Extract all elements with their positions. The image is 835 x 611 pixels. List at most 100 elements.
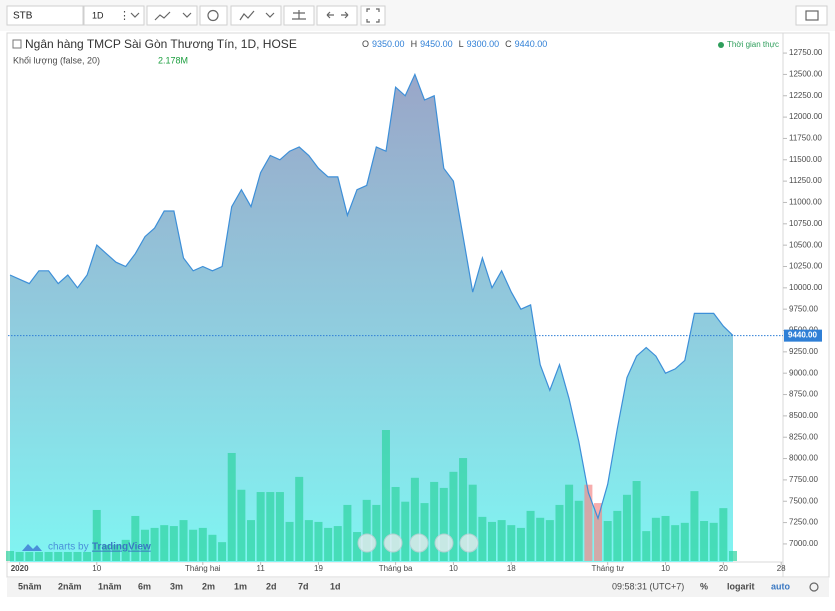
y-tick-label: 8500.00 — [789, 411, 818, 420]
volume-bar — [642, 531, 651, 561]
volume-bar — [6, 550, 14, 561]
y-tick-label: 11250.00 — [789, 176, 822, 185]
watermark-brand[interactable]: TradingView — [92, 542, 151, 553]
volume-bar — [73, 551, 82, 561]
nav-right[interactable] — [459, 533, 479, 553]
log-toggle[interactable]: logarit — [727, 581, 755, 591]
ohlc-key: O — [362, 39, 369, 49]
undo-redo[interactable] — [316, 5, 358, 26]
volume-bar — [622, 494, 631, 561]
y-tick-label: 11000.00 — [789, 198, 822, 207]
range-button[interactable]: 1năm — [98, 581, 122, 591]
y-tick-label: 12250.00 — [789, 91, 823, 100]
status-dot — [718, 42, 724, 48]
y-tick-label: 7500.00 — [789, 496, 818, 505]
price-line — [9, 72, 734, 521]
volume-bar — [304, 520, 313, 561]
ohlc: O 9350.00 H 9450.00 L 9300.00 C 9440.00 — [362, 39, 547, 49]
nav-zoom-in[interactable] — [434, 533, 454, 553]
range-button[interactable]: 7d — [298, 581, 309, 591]
range-button[interactable]: 6m — [138, 581, 151, 591]
line-icon — [154, 11, 171, 21]
ohlc-value: 9350.00 — [372, 39, 405, 49]
nav-reset[interactable] — [409, 533, 429, 553]
range-button[interactable]: 5năm — [18, 581, 42, 591]
volume-bar — [15, 551, 24, 561]
volume-bar — [478, 516, 487, 561]
snapshot-button[interactable] — [795, 5, 828, 26]
volume-bar — [112, 544, 121, 561]
y-tick-label: 11750.00 — [789, 134, 822, 143]
last-price-box — [784, 329, 822, 342]
auto-toggle[interactable]: auto — [771, 581, 791, 591]
volume-bar — [613, 510, 622, 561]
volume-bar — [256, 492, 265, 561]
y-tick-label: 9000.00 — [789, 368, 818, 377]
volume-bar — [449, 471, 458, 561]
volume-bar — [285, 521, 294, 561]
volume-bar — [526, 510, 535, 561]
range-button[interactable]: 2d — [266, 581, 277, 591]
volume-bar — [555, 504, 564, 561]
y-tick-label: 8750.00 — [789, 390, 818, 399]
volume-bar — [729, 550, 737, 561]
volume-bar — [497, 520, 506, 561]
volume-bar — [565, 484, 574, 561]
volume-bar — [25, 551, 34, 561]
volume-bar — [632, 481, 641, 561]
dropdown-icon[interactable] — [130, 12, 140, 18]
volume-bar — [189, 529, 198, 561]
interval-box[interactable] — [83, 5, 145, 26]
footer-settings[interactable] — [809, 582, 819, 592]
x-tick-label: 11 — [256, 564, 265, 573]
ohlc-key: H — [411, 39, 418, 49]
nav-zoom-out[interactable] — [383, 533, 403, 553]
volume-bar — [709, 522, 718, 561]
y-tick-label: 9750.00 — [789, 304, 818, 313]
range-button[interactable]: 3m — [170, 581, 183, 591]
x-tick-label: 10 — [92, 564, 101, 573]
percent-toggle[interactable]: % — [700, 581, 708, 591]
indicators-button[interactable] — [230, 5, 282, 26]
volume-bar — [63, 551, 72, 561]
volume-bar — [651, 517, 660, 561]
y-tick-label: 7250.00 — [789, 518, 818, 527]
volume-bar — [468, 484, 477, 561]
range-buttons: 5năm 2năm 1năm 6m 3m 2m 1m 2d 7d 1d — [18, 581, 341, 591]
volume-bar — [603, 521, 612, 561]
range-button[interactable]: 2năm — [58, 581, 82, 591]
range-button[interactable]: 2m — [202, 581, 215, 591]
nav-left[interactable] — [357, 533, 377, 553]
chart-type-button[interactable] — [146, 5, 198, 26]
chart-frame — [6, 32, 830, 578]
symbol-box[interactable] — [6, 5, 84, 26]
x-tick-label: 20 — [719, 564, 728, 573]
volume-bar — [92, 509, 101, 561]
volume-bar — [83, 551, 92, 561]
volume-last: 2.178M — [158, 55, 188, 65]
range-button[interactable]: 1m — [234, 581, 247, 591]
collapse-icon[interactable] — [12, 39, 22, 49]
volume-bar — [381, 430, 390, 561]
volume-bar — [516, 527, 525, 561]
indicator-icon — [239, 10, 255, 21]
clock: 09:58:31 (UTC+7) — [612, 581, 684, 591]
fullscreen-button[interactable] — [360, 5, 386, 26]
volume-bar — [700, 521, 709, 561]
x-tick-label: 2020 — [11, 564, 29, 573]
y-tick-label: 9250.00 — [789, 347, 818, 356]
scale-icon — [292, 10, 306, 20]
volume-bar — [671, 525, 680, 561]
range-button[interactable]: 1d — [330, 581, 341, 591]
y-tick-label: 12500.00 — [789, 70, 823, 79]
y-tick-label: 7000.00 — [789, 539, 818, 548]
volume-bar — [430, 481, 439, 561]
volume-bar — [324, 527, 333, 561]
volume-bar — [333, 526, 342, 561]
volume-bar — [391, 486, 400, 561]
volume-bar — [102, 544, 111, 561]
volume-bar — [420, 503, 429, 561]
settings-button[interactable] — [199, 5, 228, 26]
volume-bar — [372, 504, 381, 561]
